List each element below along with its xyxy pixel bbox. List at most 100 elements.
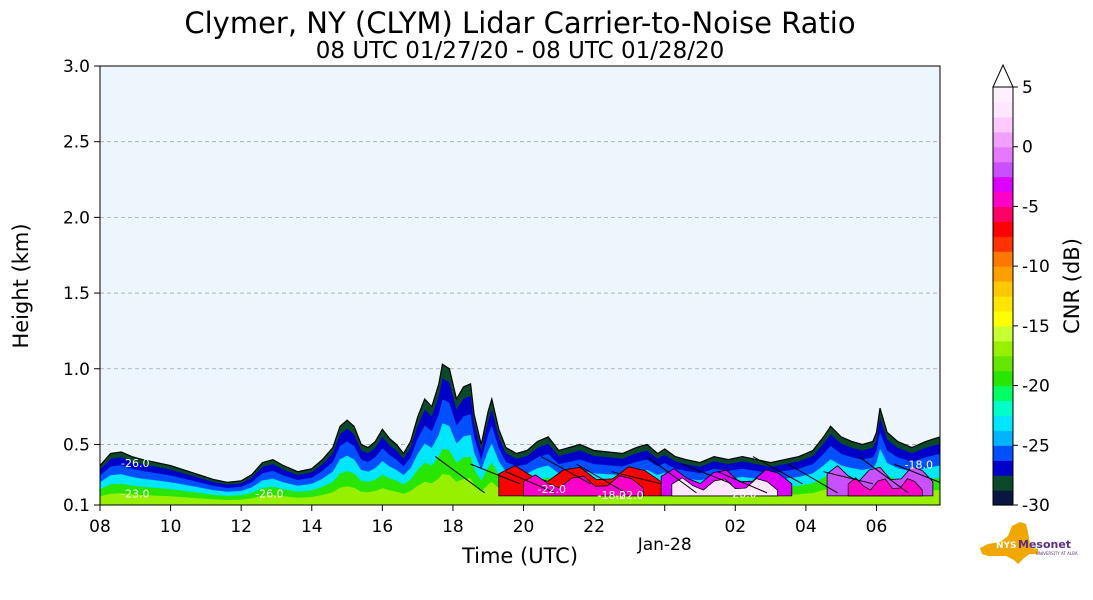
colorbar-tick-label: 5 [1022, 78, 1033, 98]
y-tick-label: 0.1 [63, 496, 90, 516]
contour-label: -23.0 [121, 487, 149, 500]
chart-subtitle: 08 UTC 01/27/20 - 08 UTC 01/28/20 [316, 38, 725, 64]
plot-frame [99, 65, 941, 506]
contour-label: -18.0 [598, 489, 626, 502]
colorbar-swatch [993, 490, 1013, 506]
colorbar-swatch [993, 176, 1013, 193]
x-tick-label: 14 [301, 517, 323, 537]
colorbar: 5 0 -5 -10 -15 -20 -25 -30 [992, 63, 1050, 516]
contour-label: -18.0 [905, 459, 933, 472]
colorbar-swatch [993, 325, 1013, 342]
y-tick-label: 3.0 [63, 57, 90, 77]
contour-line [646, 456, 697, 494]
contour-label: -22.0 [615, 489, 643, 502]
plot-area [100, 66, 940, 505]
colorbar-swatch [993, 415, 1013, 431]
contour-label: -22.0 [538, 483, 566, 496]
grid-lines [100, 141, 940, 445]
colorbar-tick-label: -25 [1022, 436, 1050, 456]
logo-nys-text: NYS [996, 541, 1017, 551]
y-axis-label: Height (km) [9, 223, 33, 348]
contour-line [682, 463, 732, 485]
y-tick-label: 0.5 [63, 435, 90, 455]
contour-line [823, 471, 874, 485]
ny-state-shape-icon [980, 522, 1038, 564]
colorbar-swatch [993, 116, 1013, 133]
colorbar-frame [992, 86, 1014, 506]
contour-line [752, 456, 803, 485]
colorbar-tick-label: -5 [1022, 197, 1039, 217]
y-axis: 0.1 0.5 1.0 1.5 2.0 2.5 3.0 [63, 57, 100, 516]
contour-line [717, 471, 768, 494]
contour-line [858, 456, 909, 494]
logo-mesonet-text: Mesonet [1018, 538, 1071, 551]
colorbar-tick-label: -15 [1022, 317, 1050, 337]
colorbar-swatch [993, 281, 1013, 297]
colorbar-tick-label: -10 [1022, 257, 1050, 277]
colorbar-tick-label: -20 [1022, 377, 1050, 397]
colorbar-swatch [993, 460, 1013, 476]
colorbar-swatch [993, 370, 1013, 387]
x-axis-label: Time (UTC) [461, 544, 578, 568]
colorbar-swatch [993, 296, 1013, 312]
contour-line [611, 471, 662, 485]
colorbar-swatch [993, 191, 1013, 208]
x-tick-label: 16 [372, 517, 394, 537]
cnr-patch-pink [847, 477, 923, 497]
contour-label: -26.0 [255, 487, 283, 500]
colorbar-label: CNR (dB) [1060, 238, 1084, 334]
x-tick-label: 08 [89, 517, 111, 537]
contour-line [576, 463, 627, 494]
colorbar-swatch [993, 400, 1013, 417]
y-tick-label: 1.5 [63, 284, 90, 304]
x-tick-label: 02 [724, 517, 746, 537]
contour-line [787, 463, 838, 494]
cnr-patch-white [671, 477, 778, 497]
y-tick-label: 1.0 [63, 360, 90, 380]
contour-label: -26.0 [121, 457, 149, 470]
colorbar-swatch [993, 310, 1013, 327]
colorbar-swatch [993, 340, 1013, 357]
contour-line [434, 456, 486, 494]
colorbar-swatch [993, 355, 1013, 372]
colorbar-swatch [993, 206, 1013, 222]
colorbar-swatch [993, 251, 1013, 267]
colorbar-swatch [993, 161, 1013, 178]
x-tick-label: 04 [795, 517, 817, 537]
x-tick-label: 18 [442, 517, 464, 537]
x-tick-label: 06 [866, 517, 888, 537]
x-tick-label: 20 [513, 517, 535, 537]
colorbar-tick-label: 0 [1022, 138, 1033, 158]
colorbar-tick-label: -30 [1022, 496, 1050, 516]
contour-line [893, 463, 940, 483]
contour-line [540, 456, 591, 485]
cnr-patch-magenta [523, 474, 644, 497]
contour-line [470, 463, 521, 485]
x-tick-label: 10 [160, 517, 182, 537]
colorbar-swatch [993, 146, 1013, 163]
colorbar-swatch [993, 430, 1013, 446]
colorbar-swatch [993, 236, 1013, 252]
chart-title: Clymer, NY (CLYM) Lidar Carrier-to-Noise… [184, 6, 855, 40]
contour-line [505, 471, 556, 494]
y-tick-label: 2.0 [63, 208, 90, 228]
logo-tagline: UNIVERSITY AT ALBANY [1036, 551, 1078, 556]
nys-mesonet-logo: NYS Mesonet UNIVERSITY AT ALBANY [980, 522, 1078, 564]
x-axis: 08 10 12 14 16 18 20 22 Jan-28 02 04 06 [89, 505, 887, 555]
colorbar-swatch [993, 445, 1013, 461]
x-tick-label: Jan-28 [637, 535, 692, 555]
y-tick-label: 2.5 [63, 133, 90, 153]
x-tick-label: 22 [583, 517, 605, 537]
colorbar-swatch [993, 101, 1013, 118]
colorbar-swatch [993, 131, 1013, 148]
colorbar-extend-arrow [992, 63, 1014, 88]
colorbar-swatch [993, 266, 1013, 282]
colorbar-swatch [993, 475, 1013, 491]
cnr-data-field: -26.0-23.0 -26.0 -22.0 -18.0-22.0 -26.0-18.0 [100, 363, 940, 505]
cnr-layer-lime [100, 474, 940, 505]
colorbar-swatch [993, 385, 1013, 402]
x-tick-label: 12 [230, 517, 252, 537]
colorbar-swatch [993, 87, 1013, 103]
contour-label: -26.0 [728, 487, 756, 500]
